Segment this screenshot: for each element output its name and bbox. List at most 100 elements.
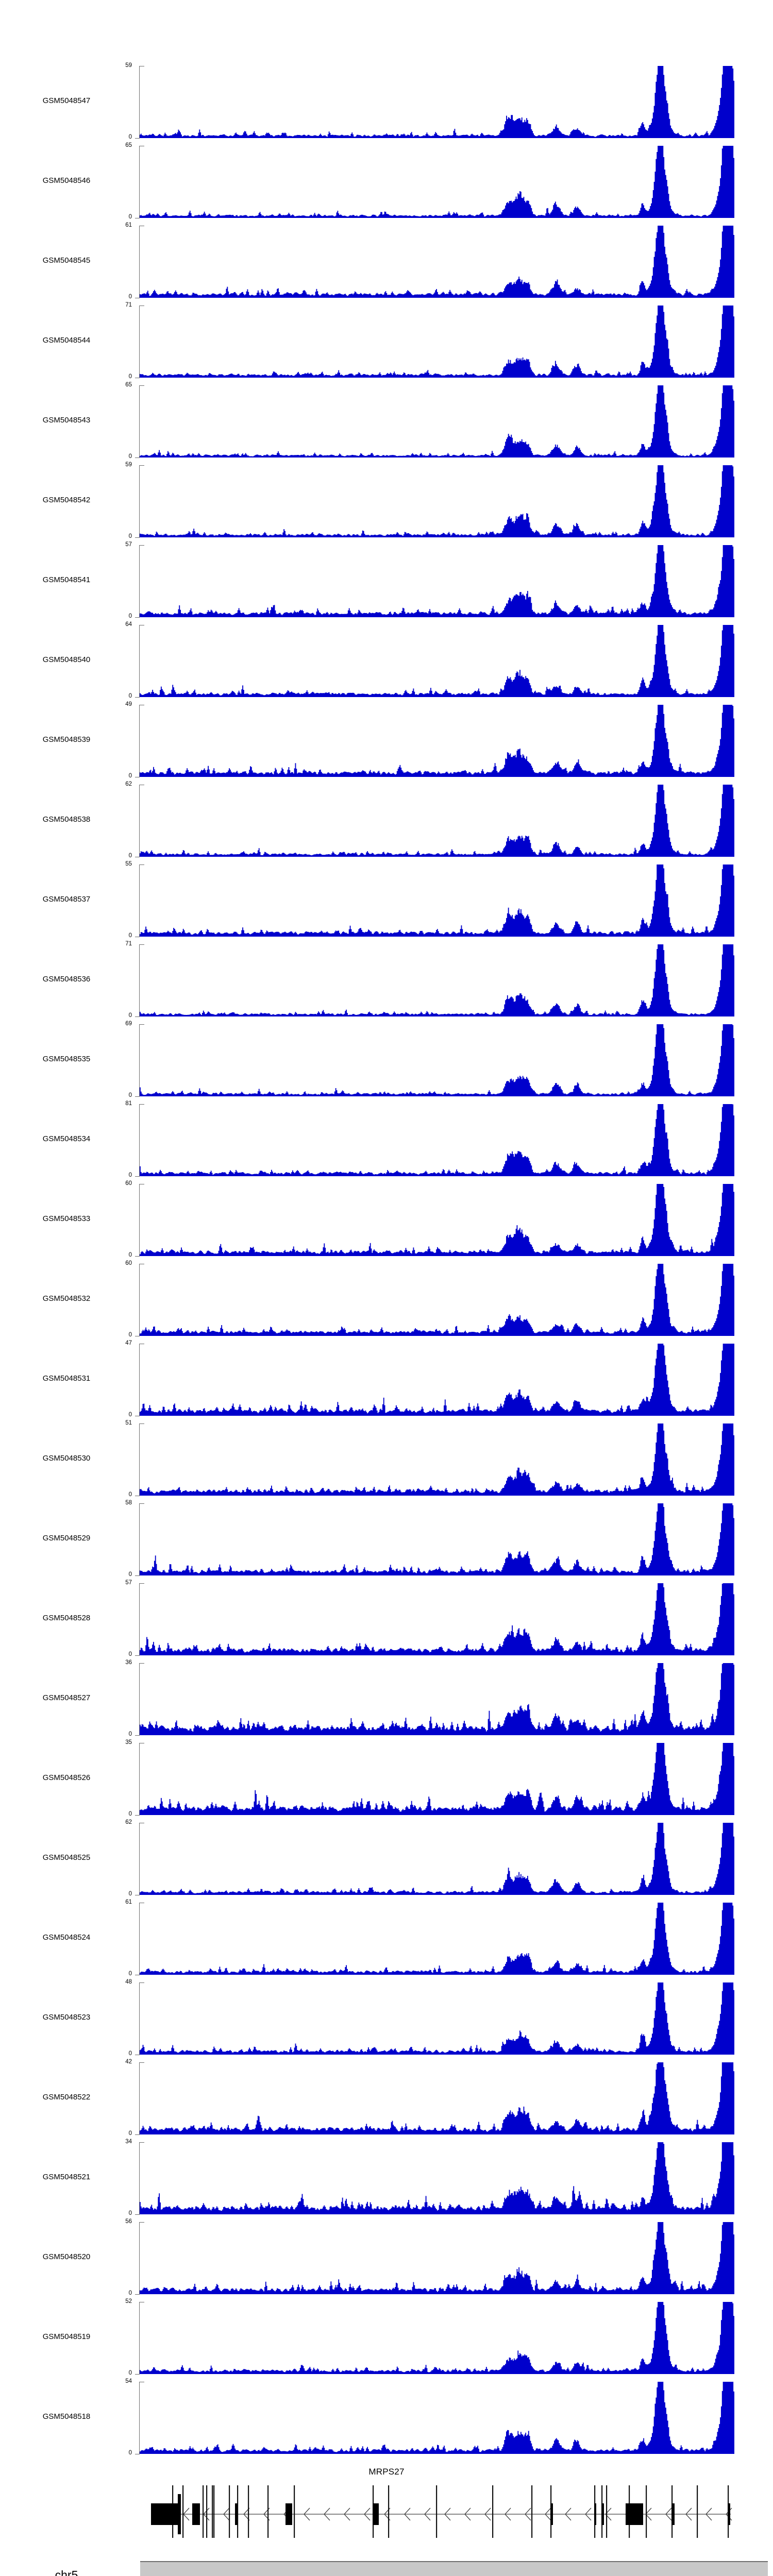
axis-max-label: 65 — [125, 382, 132, 388]
signal-track: GSM5048519 52 0 — [0, 2298, 773, 2382]
axis-tick-bottom — [135, 2374, 140, 2375]
axis-spine — [139, 1184, 140, 1256]
axis-max-label: 34 — [125, 2139, 132, 2145]
axis-min-label: 0 — [128, 2130, 132, 2137]
axis-spine — [139, 2382, 140, 2454]
coverage-plot — [140, 1583, 734, 1655]
signal-track: GSM5048536 71 0 — [0, 941, 773, 1024]
signal-track: GSM5048527 36 0 — [0, 1659, 773, 1743]
axis-min-label: 0 — [128, 374, 132, 380]
axis-tick-top — [139, 1104, 144, 1105]
gene-name-label: MRPS27 — [368, 2467, 405, 2477]
gene-annotation-track: MRPS27 — [0, 2467, 773, 2544]
axis-max-label: 47 — [125, 1340, 132, 1346]
track-sample-label: GSM5048540 — [42, 655, 91, 664]
axis-tick-top — [139, 2222, 144, 2223]
track-sample-label: GSM5048527 — [42, 1693, 91, 1702]
axis-tick-bottom — [135, 1815, 140, 1816]
coverage-plot — [140, 545, 734, 617]
axis-spine — [139, 2142, 140, 2214]
axis-min-label: 0 — [128, 1811, 132, 1817]
axis-spine — [139, 705, 140, 777]
axis-tick-bottom — [135, 1575, 140, 1576]
axis-spine — [139, 1264, 140, 1336]
signal-track: GSM5048534 81 0 — [0, 1100, 773, 1184]
axis-max-label: 71 — [125, 302, 132, 308]
axis-spine — [139, 1024, 140, 1096]
axis-spine — [139, 1743, 140, 1815]
signal-track: GSM5048522 42 0 — [0, 2059, 773, 2142]
signal-track: GSM5048528 57 0 — [0, 1580, 773, 1663]
signal-track: GSM5048529 58 0 — [0, 1500, 773, 1583]
axis-max-label: 59 — [125, 62, 132, 69]
coverage-plot — [140, 1903, 734, 1975]
axis-tick-top — [139, 385, 144, 386]
axis-spine — [139, 944, 140, 1016]
axis-min-label: 0 — [128, 2450, 132, 2456]
axis-max-label: 57 — [125, 541, 132, 548]
track-sample-label: GSM5048530 — [42, 1454, 91, 1463]
track-sample-label: GSM5048546 — [42, 176, 91, 185]
signal-track: GSM5048530 51 0 — [0, 1420, 773, 1503]
signal-track: GSM5048520 56 0 — [0, 2218, 773, 2302]
coverage-plot — [140, 66, 734, 138]
coverage-plot — [140, 865, 734, 937]
axis-min-label: 0 — [128, 773, 132, 779]
axis-tick-bottom — [135, 2134, 140, 2135]
axis-spine — [139, 1982, 140, 2055]
axis-max-label: 54 — [125, 2378, 132, 2384]
track-sample-label: GSM5048529 — [42, 1534, 91, 1543]
axis-max-label: 49 — [125, 701, 132, 707]
ideogram-bar — [140, 2561, 768, 2576]
axis-min-label: 0 — [128, 933, 132, 939]
axis-max-label: 51 — [125, 1420, 132, 1426]
axis-max-label: 57 — [125, 1580, 132, 1586]
coverage-plot — [140, 1423, 734, 1496]
track-sample-label: GSM5048520 — [42, 2252, 91, 2261]
signal-track: GSM5048525 62 0 — [0, 1819, 773, 1903]
track-sample-label: GSM5048525 — [42, 1853, 91, 1862]
coverage-plot — [140, 1503, 734, 1575]
signal-track: GSM5048524 61 0 — [0, 1899, 773, 1982]
axis-tick-top — [139, 1982, 144, 1983]
axis-spine — [139, 1104, 140, 1176]
axis-min-label: 0 — [128, 533, 132, 539]
track-sample-label: GSM5048531 — [42, 1374, 91, 1383]
axis-min-label: 0 — [128, 1172, 132, 1178]
axis-tick-top — [139, 2062, 144, 2063]
track-sample-label: GSM5048541 — [42, 575, 91, 584]
coverage-plot — [140, 465, 734, 537]
signal-track: GSM5048537 55 0 — [0, 861, 773, 944]
axis-min-label: 0 — [128, 1891, 132, 1897]
coverage-plot — [140, 1982, 734, 2055]
axis-min-label: 0 — [128, 453, 132, 460]
axis-max-label: 64 — [125, 621, 132, 628]
track-sample-label: GSM5048535 — [42, 1055, 91, 1063]
axis-spine — [139, 1663, 140, 1735]
coverage-plot — [140, 1024, 734, 1096]
axis-max-label: 52 — [125, 2298, 132, 2304]
track-sample-label: GSM5048533 — [42, 1214, 91, 1223]
track-sample-label: GSM5048522 — [42, 2093, 91, 2102]
coverage-plot — [140, 385, 734, 457]
axis-min-label: 0 — [128, 1492, 132, 1498]
chromosome-label: chr5 — [55, 2568, 78, 2576]
signal-track: GSM5048543 65 0 — [0, 382, 773, 465]
track-sample-label: GSM5048544 — [42, 336, 91, 345]
axis-spine — [139, 865, 140, 937]
axis-tick-top — [139, 2142, 144, 2143]
axis-tick-bottom — [135, 1735, 140, 1736]
axis-max-label: 62 — [125, 781, 132, 787]
axis-spine — [139, 2302, 140, 2374]
axis-max-label: 60 — [125, 1180, 132, 1187]
axis-spine — [139, 1423, 140, 1496]
axis-tick-bottom — [135, 1096, 140, 1097]
signal-track: GSM5048532 60 0 — [0, 1260, 773, 1344]
signal-track: GSM5048540 64 0 — [0, 621, 773, 705]
track-sample-label: GSM5048539 — [42, 735, 91, 744]
axis-spine — [139, 545, 140, 617]
axis-max-label: 71 — [125, 941, 132, 947]
signal-track: GSM5048547 59 0 — [0, 62, 773, 146]
track-sample-label: GSM5048534 — [42, 1134, 91, 1143]
